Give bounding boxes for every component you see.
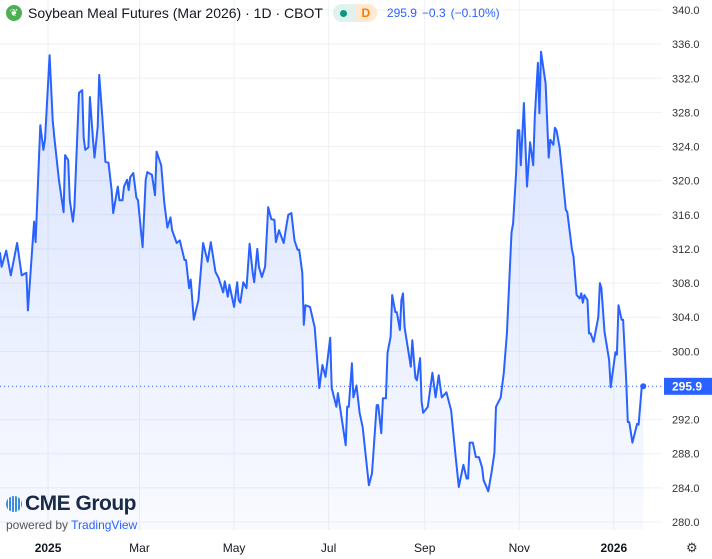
y-tick-label: 336.0 [672,39,700,51]
brand-name: CME Group [25,492,137,515]
powered-by: powered by [6,518,69,532]
x-tick-label: 2026 [600,541,627,555]
soybean-leaf-icon: ❦ [6,5,22,21]
quote: 295.9 −0.3 (−0.10%) [387,6,500,20]
last-price-dot [640,383,647,390]
cme-globe-icon [6,496,22,512]
y-tick-label: 328.0 [672,107,700,119]
market-open-dot-icon [340,9,348,17]
y-tick-label: 320.0 [672,176,700,188]
price-line [0,50,644,493]
y-tick-label: 304.0 [672,312,700,324]
x-axis: 2025 Mar May Jul Sep Nov 2026 [35,541,628,555]
x-tick-label: Mar [129,541,150,555]
last-price-text: 295.9 [672,379,702,393]
platform-link[interactable]: TradingView [71,518,138,532]
y-tick-label: 284.0 [672,483,700,495]
x-tick-label: 2025 [35,541,62,555]
price-change-pct: (−0.10%) [450,6,500,20]
y-tick-label: 280.0 [672,517,700,529]
y-tick-label: 324.0 [672,142,700,154]
y-tick-label: 316.0 [672,210,700,222]
cme-branding[interactable]: CME Group powered by TradingView [6,492,137,532]
last-price: 295.9 [386,6,417,20]
y-tick-label: 308.0 [672,278,700,290]
y-tick-label: 292.0 [672,415,700,427]
y-axis: 280.0 284.0 288.0 292.0 300.0 304.0 308.0 312.0… [672,5,700,529]
y-tick-label: 300.0 [672,346,700,358]
chart-title: Soybean Meal Futures (Mar 2026) · 1D · C… [28,5,323,21]
y-tick-label: 288.0 [672,449,700,461]
status-badges[interactable]: D [332,4,377,22]
settings-gear-icon[interactable]: ⚙ [686,540,698,555]
price-change: −0.3 [421,6,446,20]
last-price-label: 295.9 [664,377,712,395]
x-tick-label: Nov [509,541,530,555]
x-tick-label: Sep [414,541,436,555]
delayed-badge: D [354,4,377,22]
chart-header: ❦ Soybean Meal Futures (Mar 2026) · 1D ·… [6,4,500,22]
y-tick-label: 332.0 [672,73,700,85]
x-tick-label: Jul [321,541,336,555]
x-tick-label: May [223,541,246,555]
y-tick-label: 340.0 [672,5,700,17]
y-tick-label: 312.0 [672,244,700,256]
